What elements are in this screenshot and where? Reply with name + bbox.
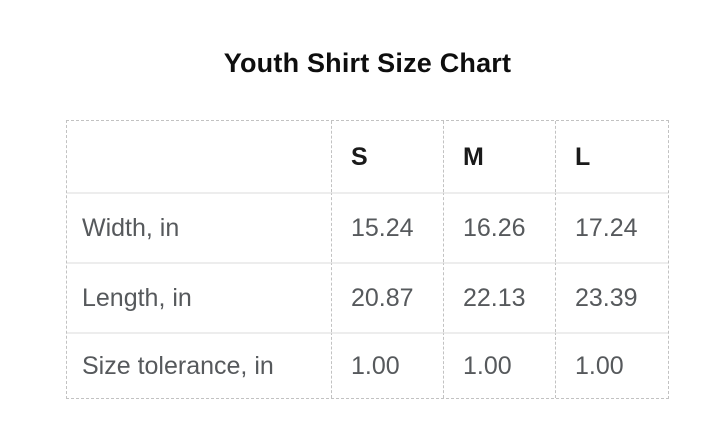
- table-row-length: Length, in 20.87 22.13 23.39: [67, 262, 668, 332]
- size-chart-table: S M L Width, in 15.24 16.26 17.24 Length…: [66, 120, 669, 399]
- value-cell-width-m: 16.26: [443, 192, 555, 262]
- value-cell-tolerance-m: 1.00: [443, 332, 555, 398]
- value-cell-length-m: 22.13: [443, 262, 555, 332]
- column-header-s: S: [331, 121, 443, 192]
- corner-header-cell: [67, 121, 331, 192]
- row-label-cell: Length, in: [67, 262, 331, 332]
- column-header-l: L: [555, 121, 668, 192]
- table-row-width: Width, in 15.24 16.26 17.24: [67, 192, 668, 262]
- table-row-size-tolerance: Size tolerance, in 1.00 1.00 1.00: [67, 332, 668, 398]
- value-cell-width-l: 17.24: [555, 192, 668, 262]
- value-cell-length-l: 23.39: [555, 262, 668, 332]
- table-header-row: S M L: [67, 121, 668, 192]
- row-label-cell: Width, in: [67, 192, 331, 262]
- page-title: Youth Shirt Size Chart: [223, 48, 512, 78]
- row-label-cell: Size tolerance, in: [67, 332, 331, 398]
- value-cell-length-s: 20.87: [331, 262, 443, 332]
- value-cell-width-s: 15.24: [331, 192, 443, 262]
- value-cell-tolerance-l: 1.00: [555, 332, 668, 398]
- column-header-m: M: [443, 121, 555, 192]
- value-cell-tolerance-s: 1.00: [331, 332, 443, 398]
